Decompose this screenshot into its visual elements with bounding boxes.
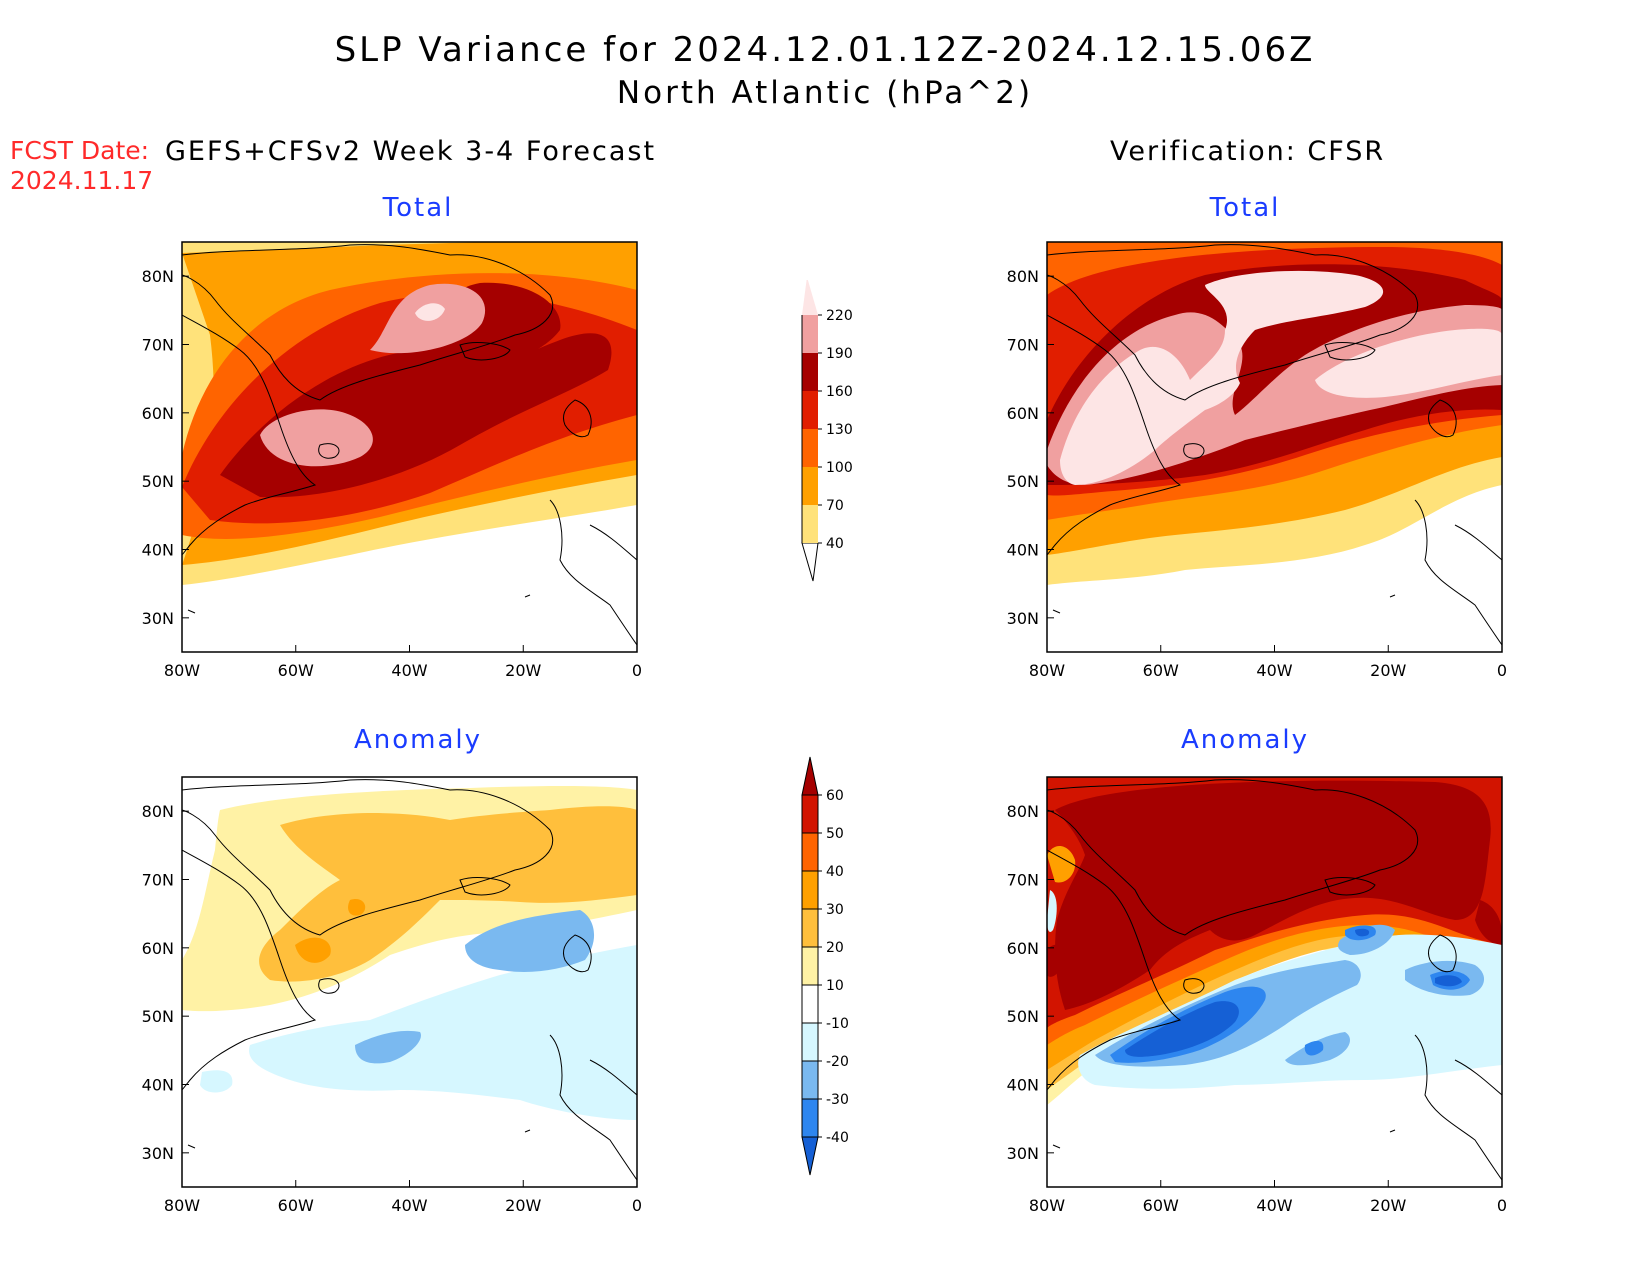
colorbar-box xyxy=(802,1099,818,1137)
lat-tick-label: 40N xyxy=(142,541,174,560)
lat-tick-label: 30N xyxy=(142,1144,174,1163)
lon-tick-label: 40W xyxy=(391,661,427,680)
forecast-date-label: FCST Date: xyxy=(10,136,150,165)
colorbar-label: 20 xyxy=(826,940,844,956)
colorbar-box xyxy=(802,1061,818,1099)
lat-tick-label: 50N xyxy=(1007,472,1039,491)
lon-tick-label: 0 xyxy=(632,1196,642,1215)
forecast-total-title: Total xyxy=(382,193,454,223)
colorbar-label: -40 xyxy=(826,1130,849,1146)
verification-total-map: 80W 60W 40W 20W 0 80N 70N 60N 50N 40N 30N xyxy=(1007,241,1507,680)
lat-tick-label: 30N xyxy=(142,609,174,628)
total-colorbar: 40 70 100 130 160 190 220 xyxy=(801,280,853,582)
colorbar-tip-low xyxy=(801,1136,819,1176)
lat-tick-label: 40N xyxy=(1007,1076,1039,1095)
anomaly-colorbar: -40 -30 -20 -10 10 20 30 40 50 60 xyxy=(801,756,849,1176)
lat-tick-label: 30N xyxy=(1007,609,1039,628)
chart-subtitle: North Atlantic (hPa^2) xyxy=(616,75,1034,111)
lat-tick-label: 80N xyxy=(142,267,174,286)
verification-header: Verification: CFSR xyxy=(1110,136,1386,167)
colorbar-label: 190 xyxy=(826,346,853,362)
colorbar-label: 10 xyxy=(826,978,844,994)
colorbar-box xyxy=(802,429,818,467)
colorbar-label: 40 xyxy=(826,536,844,552)
colorbar-label: -10 xyxy=(826,1016,849,1032)
forecast-total-map: 80W 60W 40W 20W 0 80N 70N 60N 50N 40N 30N xyxy=(142,241,642,680)
lat-tick-label: 70N xyxy=(142,336,174,355)
colorbar-label: -30 xyxy=(826,1092,849,1108)
lat-tick-label: 50N xyxy=(1007,1007,1039,1026)
colorbar-label: 50 xyxy=(826,826,844,842)
colorbar-box xyxy=(802,353,818,391)
lat-tick-label: 80N xyxy=(1007,267,1039,286)
colorbar-box xyxy=(802,833,818,871)
colorbar-tip-low xyxy=(801,542,819,582)
lon-tick-label: 40W xyxy=(1256,661,1292,680)
lon-tick-label: 20W xyxy=(1370,661,1406,680)
colorbar-box xyxy=(802,467,818,505)
colorbar-label: 100 xyxy=(826,460,853,476)
forecast-header: GEFS+CFSv2 Week 3-4 Forecast xyxy=(165,136,657,167)
forecast-anomaly-map: 80W 60W 40W 20W 0 80N 70N 60N 50N 40N 30N xyxy=(142,776,642,1215)
lat-tick-label: 60N xyxy=(142,404,174,423)
colorbar-box xyxy=(802,871,818,909)
lon-tick-label: 60W xyxy=(1143,1196,1179,1215)
colorbar-box xyxy=(802,909,818,947)
lat-tick-label: 60N xyxy=(142,939,174,958)
lat-tick-label: 70N xyxy=(1007,336,1039,355)
forecast-date-value: 2024.11.17 xyxy=(10,166,154,195)
colorbar-label: 60 xyxy=(826,788,844,804)
lon-tick-label: 60W xyxy=(278,1196,314,1215)
lon-tick-label: 0 xyxy=(632,661,642,680)
lon-tick-label: 80W xyxy=(1029,661,1065,680)
lon-tick-label: 0 xyxy=(1497,661,1507,680)
forecast-date: FCST Date: 2024.11.17 xyxy=(10,136,153,196)
lat-tick-label: 60N xyxy=(1007,939,1039,958)
lon-tick-label: 20W xyxy=(505,661,541,680)
lat-tick-label: 50N xyxy=(142,472,174,491)
lon-tick-label: 80W xyxy=(164,1196,200,1215)
lat-tick-label: 50N xyxy=(142,1007,174,1026)
lat-tick-label: 80N xyxy=(1007,802,1039,821)
lon-tick-label: 0 xyxy=(1497,1196,1507,1215)
lon-tick-label: 80W xyxy=(164,661,200,680)
lat-tick-label: 60N xyxy=(1007,404,1039,423)
colorbar-label: 30 xyxy=(826,902,844,918)
colorbar-label: -20 xyxy=(826,1054,849,1070)
verification-anomaly-title: Anomaly xyxy=(1180,725,1310,755)
lon-tick-label: 40W xyxy=(1256,1196,1292,1215)
lon-tick-label: 40W xyxy=(391,1196,427,1215)
colorbar-label: 130 xyxy=(826,422,853,438)
chart-title: SLP Variance for 2024.12.01.12Z-2024.12.… xyxy=(334,30,1316,70)
colorbar-box xyxy=(802,985,818,1023)
lat-tick-label: 80N xyxy=(142,802,174,821)
colorbar-box xyxy=(802,315,818,353)
colorbar-label: 40 xyxy=(826,864,844,880)
colorbar-box xyxy=(802,795,818,833)
lat-tick-label: 30N xyxy=(1007,1144,1039,1163)
lon-tick-label: 60W xyxy=(278,661,314,680)
colorbar-label: 160 xyxy=(826,384,853,400)
lon-tick-label: 80W xyxy=(1029,1196,1065,1215)
lon-tick-label: 20W xyxy=(505,1196,541,1215)
lat-tick-label: 70N xyxy=(142,871,174,890)
colorbar-tip-high xyxy=(801,756,819,796)
colorbar-box xyxy=(802,1023,818,1061)
colorbar-label: 220 xyxy=(826,308,853,324)
lon-tick-label: 20W xyxy=(1370,1196,1406,1215)
colorbar-tip-high xyxy=(802,280,818,315)
lat-tick-label: 40N xyxy=(142,1076,174,1095)
colorbar-box xyxy=(802,947,818,985)
verification-anomaly-map: 80W 60W 40W 20W 0 80N 70N 60N 50N 40N 30N xyxy=(1007,776,1507,1215)
colorbar-box xyxy=(802,505,818,543)
forecast-anomaly-title: Anomaly xyxy=(353,725,483,755)
verification-total-title: Total xyxy=(1209,193,1281,223)
lat-tick-label: 40N xyxy=(1007,541,1039,560)
lon-tick-label: 60W xyxy=(1143,661,1179,680)
colorbar-label: 70 xyxy=(826,498,844,514)
colorbar-box xyxy=(802,391,818,429)
lat-tick-label: 70N xyxy=(1007,871,1039,890)
